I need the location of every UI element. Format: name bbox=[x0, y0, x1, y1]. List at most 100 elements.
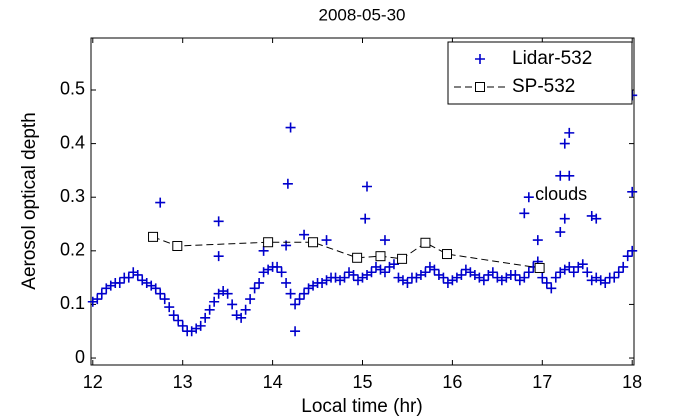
data-point bbox=[101, 283, 112, 294]
data-point bbox=[282, 178, 293, 189]
data-point bbox=[361, 269, 372, 280]
data-point bbox=[442, 249, 453, 260]
data-point bbox=[317, 277, 328, 288]
data-point bbox=[155, 197, 166, 208]
data-point bbox=[537, 272, 548, 283]
data-point bbox=[591, 213, 602, 224]
data-point bbox=[397, 275, 408, 286]
data-point bbox=[276, 267, 287, 278]
data-point bbox=[514, 275, 525, 286]
data-point bbox=[360, 213, 371, 224]
data-point bbox=[209, 296, 220, 307]
data-point bbox=[290, 326, 301, 337]
data-point bbox=[541, 277, 552, 288]
data-point bbox=[523, 267, 534, 278]
data-point bbox=[586, 275, 597, 286]
data-point bbox=[137, 275, 148, 286]
data-point bbox=[618, 261, 629, 272]
data-point bbox=[119, 272, 130, 283]
data-point bbox=[254, 277, 265, 288]
x-axis-label: Local time (hr) bbox=[301, 396, 422, 417]
legend-marker bbox=[475, 54, 485, 64]
y-tick-label: 0.3 bbox=[60, 186, 85, 206]
legend: Lidar-532 SP-532 bbox=[447, 41, 633, 105]
data-point bbox=[595, 275, 606, 286]
annotation: clouds bbox=[535, 184, 587, 204]
data-point bbox=[564, 127, 575, 138]
data-point bbox=[148, 231, 159, 242]
data-point bbox=[568, 267, 579, 278]
data-point bbox=[326, 272, 337, 283]
y-tick-label: 0.1 bbox=[60, 293, 85, 313]
data-point bbox=[627, 245, 638, 256]
data-point bbox=[604, 272, 615, 283]
data-point bbox=[182, 326, 193, 337]
data-point bbox=[582, 267, 593, 278]
data-point bbox=[159, 294, 170, 305]
data-point bbox=[532, 235, 543, 246]
data-point bbox=[420, 237, 431, 248]
x-tick-label: 14 bbox=[263, 372, 283, 392]
data-point bbox=[213, 251, 224, 262]
data-point bbox=[559, 264, 570, 275]
data-point bbox=[321, 235, 332, 246]
data-point bbox=[424, 261, 435, 272]
data-point bbox=[281, 277, 292, 288]
y-tick-label: 0.4 bbox=[60, 132, 85, 152]
data-point bbox=[451, 272, 462, 283]
x-tick-label: 18 bbox=[622, 372, 642, 392]
data-point bbox=[164, 302, 175, 313]
x-tick-label: 16 bbox=[442, 372, 462, 392]
data-point bbox=[263, 264, 274, 275]
plot-area: 12 13 14 15 16 17 18 0 0.1 0.2 0.3 0.4 0.5 clouds Lida… bbox=[60, 37, 642, 392]
data-point bbox=[299, 229, 310, 240]
data-point bbox=[168, 310, 179, 321]
data-point bbox=[128, 267, 139, 278]
data-point bbox=[397, 253, 408, 264]
data-point bbox=[353, 275, 364, 286]
x-tick-label: 17 bbox=[532, 372, 552, 392]
data-point bbox=[146, 280, 157, 291]
data-point bbox=[523, 192, 534, 203]
data-point bbox=[299, 288, 310, 299]
data-point bbox=[534, 262, 545, 273]
legend-label: Lidar-532 bbox=[512, 48, 592, 69]
data-point bbox=[469, 269, 480, 280]
data-point bbox=[177, 320, 188, 331]
data-point bbox=[227, 299, 238, 310]
legend-label: SP-532 bbox=[512, 76, 575, 97]
data-point bbox=[173, 315, 184, 326]
data-point bbox=[555, 170, 566, 181]
data-point bbox=[344, 267, 355, 278]
data-point bbox=[496, 275, 507, 286]
data-point bbox=[577, 259, 588, 270]
data-point bbox=[460, 264, 471, 275]
data-point bbox=[110, 277, 121, 288]
data-point bbox=[555, 227, 566, 238]
legend-box bbox=[447, 41, 633, 105]
data-point bbox=[375, 251, 386, 262]
legend-marker bbox=[475, 82, 485, 92]
data-point bbox=[249, 283, 260, 294]
data-point bbox=[505, 269, 516, 280]
data-point bbox=[546, 283, 557, 294]
data-point bbox=[285, 288, 296, 299]
data-point bbox=[622, 251, 633, 262]
y-tick-label: 0 bbox=[75, 347, 85, 367]
y-axis-label: Aerosol optical depth bbox=[19, 112, 40, 289]
data-point bbox=[415, 269, 426, 280]
data-point bbox=[172, 240, 183, 251]
data-point bbox=[218, 286, 229, 297]
data-point bbox=[564, 170, 575, 181]
data-point bbox=[213, 216, 224, 227]
data-point bbox=[200, 312, 211, 323]
y-tick-label: 0.2 bbox=[60, 240, 85, 260]
data-point bbox=[379, 235, 390, 246]
data-point bbox=[92, 294, 103, 305]
data-point bbox=[294, 294, 305, 305]
data-point bbox=[406, 272, 417, 283]
data-point bbox=[245, 294, 256, 305]
data-point bbox=[285, 122, 296, 133]
data-point bbox=[263, 237, 274, 248]
